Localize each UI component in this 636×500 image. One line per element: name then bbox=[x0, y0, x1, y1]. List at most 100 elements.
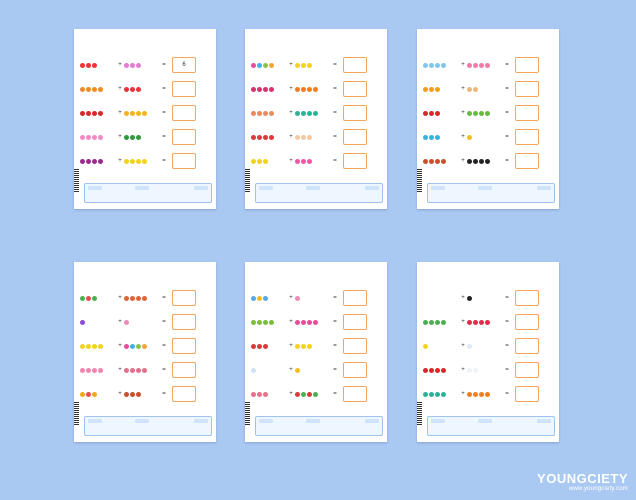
item-group-left bbox=[423, 343, 459, 349]
worksheet-instructions bbox=[80, 45, 210, 50]
plus-sign: + bbox=[461, 134, 465, 140]
item-group-right bbox=[467, 343, 503, 349]
plus-sign: + bbox=[289, 134, 293, 140]
problem-row: + = bbox=[251, 125, 381, 149]
plus-sign: + bbox=[118, 134, 122, 140]
plus-sign: + bbox=[289, 110, 293, 116]
answer-box[interactable] bbox=[515, 129, 539, 145]
plus-sign: + bbox=[118, 391, 122, 397]
answer-box[interactable] bbox=[343, 386, 367, 402]
answer-box[interactable] bbox=[172, 290, 196, 306]
plus-sign: + bbox=[118, 367, 122, 373]
answer-box[interactable] bbox=[343, 57, 367, 73]
problem-row: + = bbox=[251, 310, 381, 334]
answer-box[interactable] bbox=[515, 338, 539, 354]
problem-row: + = bbox=[423, 149, 553, 173]
answer-box[interactable] bbox=[515, 386, 539, 402]
answer-box[interactable] bbox=[515, 362, 539, 378]
answer-box[interactable] bbox=[172, 314, 196, 330]
item-group-left bbox=[423, 367, 459, 373]
item-group-left bbox=[251, 62, 287, 68]
answer-box[interactable] bbox=[343, 338, 367, 354]
plus-sign: + bbox=[118, 86, 122, 92]
plus-sign: + bbox=[461, 391, 465, 397]
item-group-right bbox=[295, 158, 331, 164]
item-group-left bbox=[423, 319, 459, 325]
barcode bbox=[245, 169, 250, 193]
item-group-right bbox=[124, 158, 160, 164]
answer-box[interactable] bbox=[515, 81, 539, 97]
plus-sign: + bbox=[461, 86, 465, 92]
problem-row: + = bbox=[80, 358, 210, 382]
item-group-right bbox=[467, 110, 503, 116]
equals-sign: = bbox=[505, 367, 509, 373]
barcode bbox=[417, 169, 422, 193]
answer-box[interactable] bbox=[343, 290, 367, 306]
score-panel bbox=[84, 183, 212, 203]
equals-sign: = bbox=[333, 319, 337, 325]
score-panel bbox=[427, 183, 555, 203]
item-group-right bbox=[295, 391, 331, 397]
item-group-right bbox=[467, 158, 503, 164]
barcode bbox=[74, 169, 79, 193]
worksheet-6: + = + = + = + bbox=[417, 262, 559, 442]
problem-row: + = bbox=[251, 382, 381, 406]
problem-row: + = bbox=[251, 358, 381, 382]
answer-box[interactable] bbox=[172, 105, 196, 121]
item-group-right bbox=[295, 343, 331, 349]
worksheet-1: + = 6 + = + = + bbox=[74, 29, 216, 209]
answer-box[interactable] bbox=[515, 57, 539, 73]
answer-box[interactable] bbox=[343, 153, 367, 169]
item-group-left bbox=[80, 62, 116, 68]
answer-box[interactable] bbox=[172, 129, 196, 145]
equals-sign: = bbox=[162, 86, 166, 92]
answer-box[interactable] bbox=[172, 362, 196, 378]
plus-sign: + bbox=[461, 110, 465, 116]
equals-sign: = bbox=[162, 343, 166, 349]
item-group-left bbox=[251, 134, 287, 140]
problem-row: + = bbox=[80, 286, 210, 310]
equals-sign: = bbox=[162, 295, 166, 301]
equals-sign: = bbox=[162, 110, 166, 116]
answer-box[interactable] bbox=[172, 386, 196, 402]
answer-box[interactable] bbox=[172, 338, 196, 354]
problem-row: + = bbox=[423, 53, 553, 77]
item-group-right bbox=[295, 86, 331, 92]
answer-box[interactable] bbox=[343, 362, 367, 378]
answer-box[interactable] bbox=[172, 81, 196, 97]
answer-box[interactable]: 6 bbox=[172, 57, 196, 73]
plus-sign: + bbox=[461, 158, 465, 164]
problem-row: + = bbox=[80, 125, 210, 149]
plus-sign: + bbox=[289, 319, 293, 325]
plus-sign: + bbox=[461, 319, 465, 325]
item-group-right bbox=[124, 134, 160, 140]
plus-sign: + bbox=[461, 295, 465, 301]
brand-url: www.youngciety.com bbox=[568, 486, 628, 492]
worksheet-4: + = + = + = + bbox=[74, 262, 216, 442]
answer-box[interactable] bbox=[515, 290, 539, 306]
item-group-right bbox=[295, 367, 331, 373]
item-group-left bbox=[251, 110, 287, 116]
item-group-left bbox=[80, 158, 116, 164]
equals-sign: = bbox=[333, 295, 337, 301]
problem-row: + = bbox=[80, 310, 210, 334]
answer-box[interactable] bbox=[343, 81, 367, 97]
answer-box[interactable] bbox=[515, 105, 539, 121]
item-group-left bbox=[80, 134, 116, 140]
equals-sign: = bbox=[333, 134, 337, 140]
item-group-right bbox=[295, 134, 331, 140]
answer-box[interactable] bbox=[343, 129, 367, 145]
plus-sign: + bbox=[289, 295, 293, 301]
answer-box[interactable] bbox=[515, 314, 539, 330]
item-group-left bbox=[251, 319, 287, 325]
answer-box[interactable] bbox=[343, 314, 367, 330]
answer-box[interactable] bbox=[343, 105, 367, 121]
equals-sign: = bbox=[505, 319, 509, 325]
item-group-left bbox=[251, 367, 287, 373]
equals-sign: = bbox=[333, 158, 337, 164]
answer-box[interactable] bbox=[515, 153, 539, 169]
answer-box[interactable] bbox=[172, 153, 196, 169]
item-group-left bbox=[80, 367, 116, 373]
plus-sign: + bbox=[289, 62, 293, 68]
score-panel bbox=[255, 416, 383, 436]
